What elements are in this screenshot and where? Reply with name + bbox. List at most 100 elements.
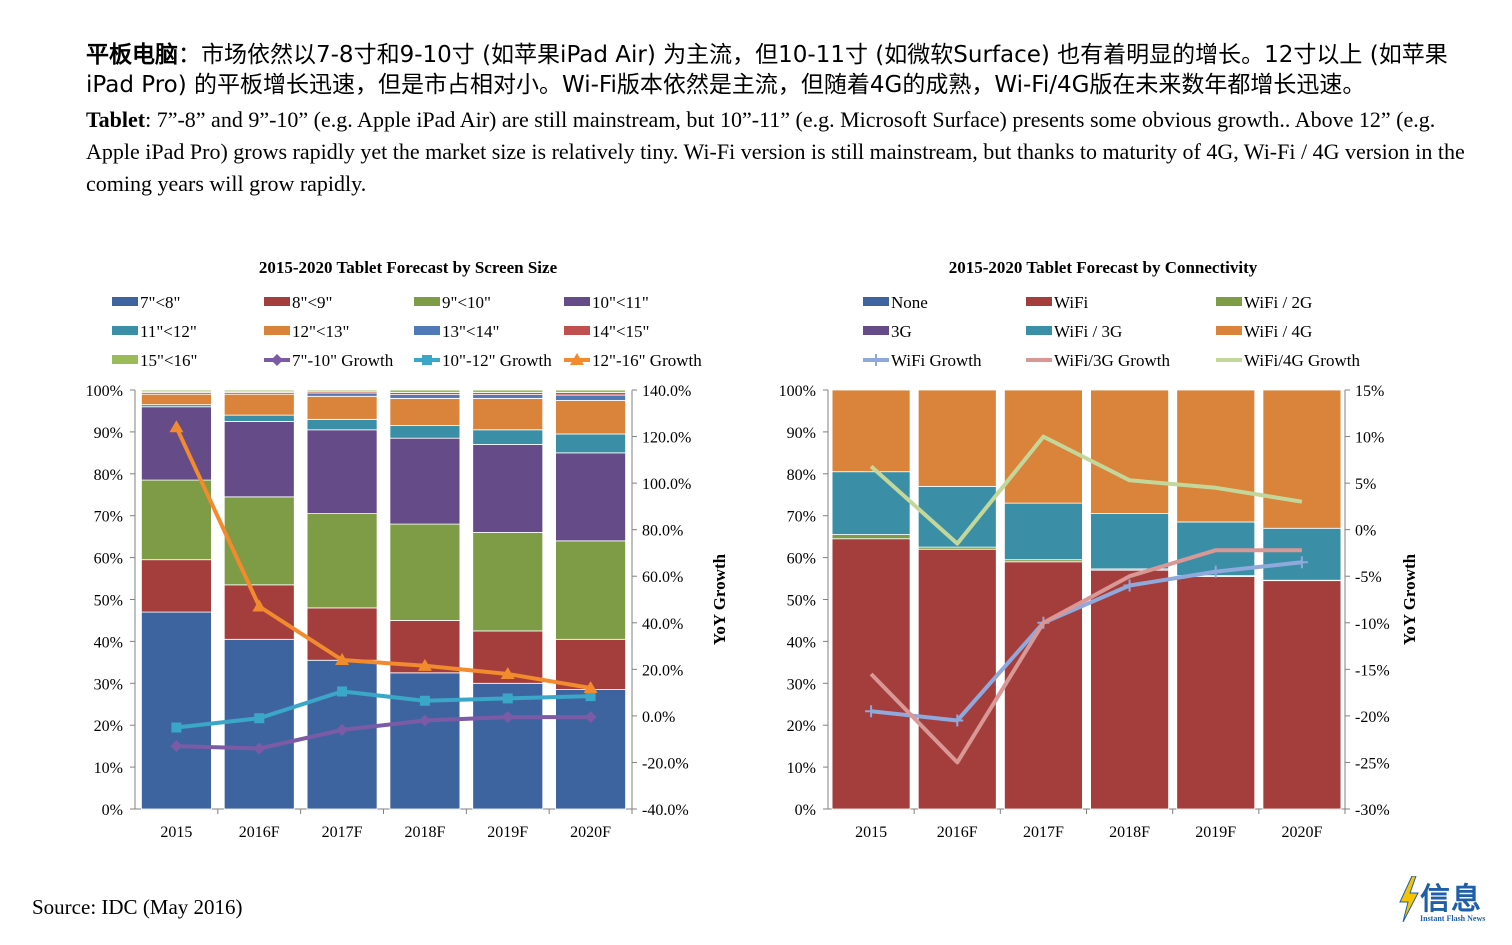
bar-segment — [223, 414, 295, 422]
screen-size-chart: 2015-2020 Tablet Forecast by Screen Size… — [86, 258, 729, 841]
intro-english: Tablet: 7”-8” and 9”-10” (e.g. Apple iPa… — [86, 104, 1466, 200]
data-point — [865, 705, 878, 718]
x-tick-label: 2017F — [322, 824, 363, 841]
y2-tick-label: -20% — [1355, 709, 1390, 726]
bar-segment — [223, 393, 295, 416]
bar-segment — [1090, 389, 1169, 515]
bar-segment — [141, 389, 212, 392]
legend-label: WiFi / 4G — [1244, 322, 1312, 341]
y2-tick-label: -25% — [1355, 755, 1390, 772]
y2-tick-label: 15% — [1355, 383, 1384, 400]
y2-tick-label: -20.0% — [642, 755, 689, 772]
bar-segment — [389, 397, 461, 427]
legend-label: WiFi — [1054, 293, 1089, 312]
series-line — [870, 560, 1303, 723]
series-line — [176, 715, 591, 751]
connectivity-chart: 2015-2020 Tablet Forecast by Connectivit… — [779, 258, 1419, 841]
legend-item: WiFi / 3G — [1026, 322, 1122, 341]
legend-item: None — [863, 293, 928, 312]
bar-segment — [141, 559, 212, 613]
y2-tick-label: 0.0% — [642, 709, 675, 726]
bar-segment — [223, 638, 295, 810]
data-point — [1123, 579, 1136, 592]
bar-segment — [223, 421, 295, 498]
y2-tick-label: 5% — [1355, 476, 1376, 493]
data-point — [336, 723, 349, 736]
x-tick-label: 2015 — [160, 824, 192, 841]
legend-item: 3G — [863, 322, 912, 341]
intro-english-lead: Tablet — [86, 107, 146, 132]
y2-tick-label: 80.0% — [642, 523, 683, 540]
bar-segment — [831, 538, 911, 810]
bar-segment — [389, 425, 461, 439]
legend-swatch — [1026, 326, 1052, 335]
bar-segment — [389, 672, 461, 810]
y-tick-label: 30% — [94, 676, 123, 693]
intro-chinese-body: ：市场依然以7-8寸和9-10寸 (如苹果iPad Air) 为主流，但10-1… — [86, 42, 1448, 98]
bar-segment — [141, 393, 212, 406]
bar-segment — [223, 584, 295, 640]
legend-label: WiFi / 3G — [1054, 322, 1122, 341]
legend-swatch — [1216, 297, 1242, 306]
legend-label: WiFi / 2G — [1244, 293, 1312, 312]
data-point — [169, 420, 184, 433]
y-tick-label: 10% — [787, 760, 816, 777]
y2-tick-label: -30% — [1355, 802, 1390, 819]
legend-swatch — [414, 297, 440, 306]
legend-item: 11"<12" — [112, 322, 197, 341]
y-tick-label: 60% — [94, 551, 123, 568]
bar-segment — [141, 611, 212, 810]
legend-swatch — [863, 297, 889, 306]
legend-swatch — [264, 326, 290, 335]
bar-segment — [1176, 576, 1256, 810]
bar-segment — [917, 389, 997, 487]
bar-segment — [1176, 389, 1256, 523]
series-line — [174, 426, 591, 690]
bar-segment — [1090, 569, 1169, 810]
legend-swatch — [112, 326, 138, 335]
bar-segment — [389, 394, 461, 399]
data-point — [501, 711, 514, 724]
data-point — [418, 714, 431, 727]
x-tick-label: 2016F — [239, 824, 280, 841]
bar-segment — [555, 389, 626, 393]
bar-segment — [555, 540, 626, 640]
y-tick-label: 10% — [94, 760, 123, 777]
data-point — [502, 693, 513, 704]
bar-segment — [306, 392, 378, 397]
legend-swatch — [1026, 297, 1052, 306]
legend-item: WiFi / 4G — [1216, 322, 1312, 341]
bar-segment — [141, 479, 212, 561]
x-tick-label: 2015 — [855, 824, 887, 841]
legend-label: 12"-16" Growth — [592, 351, 702, 370]
bar-segment — [1262, 580, 1342, 810]
bar-segment — [389, 389, 461, 393]
legend-label: 12"<13" — [292, 322, 349, 341]
legend-item: WiFi/3G Growth — [1026, 351, 1170, 370]
bar-segment — [472, 397, 544, 431]
data-point — [252, 599, 267, 612]
logo-subtext: Instant Flash News — [1420, 914, 1486, 923]
chart-title: 2015-2020 Tablet Forecast by Screen Size — [259, 258, 558, 277]
chart-title: 2015-2020 Tablet Forecast by Connectivit… — [949, 258, 1258, 277]
bar-segment — [555, 689, 626, 810]
bar-segment — [555, 394, 626, 401]
y-tick-label: 50% — [94, 593, 123, 610]
bar-segment — [1090, 513, 1169, 570]
legend-item: 8"<9" — [264, 293, 332, 312]
y2-tick-label: 0% — [1355, 523, 1376, 540]
legend-label: 10"<11" — [592, 293, 649, 312]
legend-item: 10"-12" Growth — [414, 351, 552, 370]
bar-segment — [1004, 561, 1083, 810]
y2-axis-label: YoY Growth — [1400, 553, 1419, 645]
bar-segment — [306, 418, 378, 431]
lightning-bolt-icon — [1399, 876, 1419, 922]
y-tick-label: 70% — [787, 509, 816, 526]
x-tick-label: 2018F — [404, 824, 445, 841]
legend-label: WiFi/4G Growth — [1244, 351, 1360, 370]
y-tick-label: 60% — [787, 551, 816, 568]
x-tick-label: 2020F — [570, 824, 611, 841]
legend-label: 15"<16" — [140, 351, 197, 370]
y-tick-label: 90% — [787, 425, 816, 442]
y2-tick-label: -15% — [1355, 662, 1390, 679]
